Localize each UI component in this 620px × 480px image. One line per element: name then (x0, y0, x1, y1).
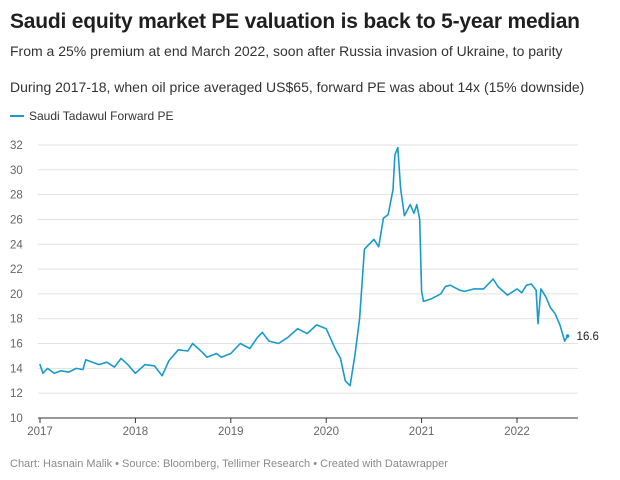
chart-footer: Chart: Hasnain Malik • Source: Bloomberg… (10, 458, 448, 470)
series-end-point (565, 334, 570, 338)
x-tick-label: 2021 (409, 426, 435, 438)
y-tick-label: 32 (10, 140, 23, 152)
x-tick-label: 2020 (313, 426, 339, 438)
legend: Saudi Tadawul Forward PE (10, 109, 174, 123)
y-tick-label: 16 (10, 339, 23, 351)
grid-lines (38, 144, 578, 394)
y-tick-label: 18 (10, 314, 23, 326)
y-axis-labels: 10 12 14 16 18 20 22 24 26 28 30 32 (10, 140, 23, 425)
series-line (39, 146, 569, 387)
x-tick-label: 2019 (218, 426, 244, 438)
y-tick-label: 30 (10, 165, 23, 177)
y-tick-label: 24 (10, 239, 23, 251)
y-tick-label: 12 (10, 388, 23, 400)
end-value-label: 16.6 (577, 331, 599, 343)
chart-subtitle: From a 25% premium at end March 2022, so… (10, 43, 563, 59)
x-axis: 2017 2018 2019 2020 2021 2022 (27, 417, 578, 438)
y-tick-label: 28 (10, 190, 23, 202)
x-tick-label: 2017 (27, 426, 53, 438)
y-tick-label: 22 (10, 264, 23, 276)
y-tick-label: 14 (10, 363, 23, 375)
y-tick-label: 26 (10, 214, 23, 226)
series-layer (39, 146, 570, 387)
y-tick-label: 10 (10, 413, 23, 425)
chart-title: Saudi equity market PE valuation is back… (10, 10, 580, 33)
legend-swatch (10, 115, 24, 117)
chart-note: During 2017-18, when oil price averaged … (10, 79, 585, 95)
x-tick-label: 2022 (504, 426, 530, 438)
y-tick-label: 20 (10, 289, 23, 301)
legend-label: Saudi Tadawul Forward PE (29, 109, 174, 123)
x-tick-label: 2018 (123, 426, 149, 438)
